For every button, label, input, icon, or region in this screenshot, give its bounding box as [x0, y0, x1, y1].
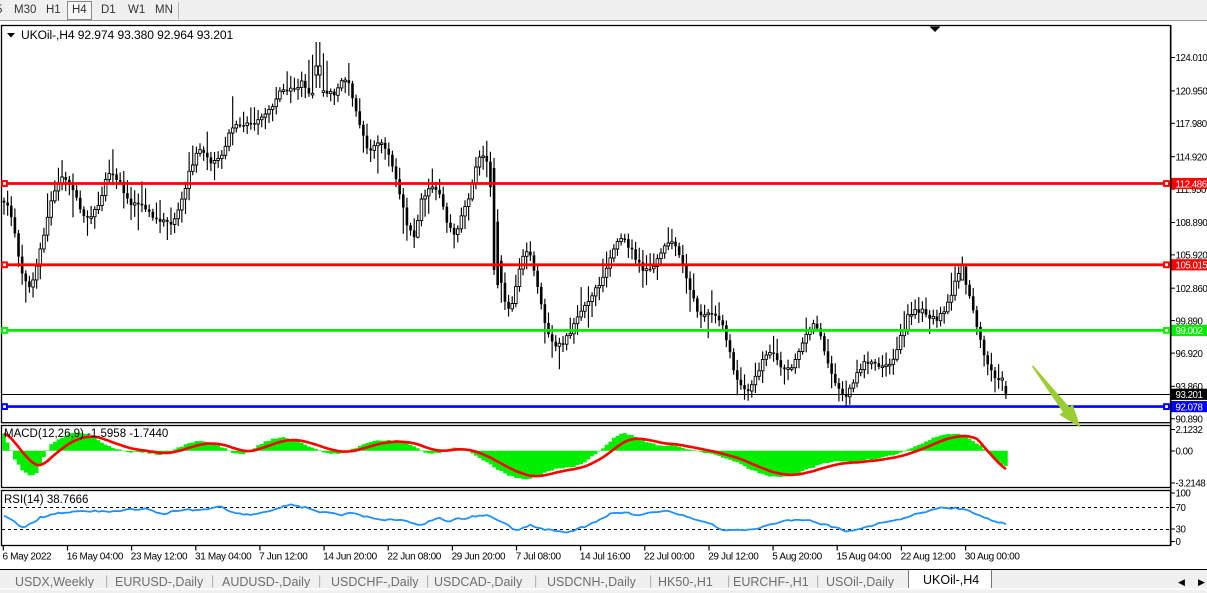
svg-text:29 Jul 12:00: 29 Jul 12:00 — [708, 552, 759, 563]
svg-text:30: 30 — [1176, 525, 1187, 536]
svg-text:22 Aug 12:00: 22 Aug 12:00 — [901, 552, 957, 563]
svg-text:0.00: 0.00 — [1176, 447, 1194, 458]
svg-text:29 Jun 20:00: 29 Jun 20:00 — [452, 552, 506, 563]
svg-text:99.002: 99.002 — [1176, 326, 1203, 337]
svg-text:96.920: 96.920 — [1176, 349, 1204, 360]
svg-text:22 Jul 00:00: 22 Jul 00:00 — [644, 552, 695, 563]
svg-text:30 Aug 00:00: 30 Aug 00:00 — [965, 552, 1021, 563]
svg-text:105.920: 105.920 — [1176, 251, 1207, 262]
svg-text:70: 70 — [1176, 503, 1187, 514]
svg-text:0: 0 — [1176, 537, 1182, 548]
svg-text:UKOil-,H4 92.974 93.380 92.96: UKOil-,H4 92.974 93.380 92.964 93.201 — [21, 28, 234, 42]
svg-text:7 Jun 12:00: 7 Jun 12:00 — [259, 552, 308, 563]
svg-text:22 Jun 08:00: 22 Jun 08:00 — [387, 552, 441, 563]
svg-text:105.015: 105.015 — [1176, 261, 1207, 272]
svg-text:14 Jul 16:00: 14 Jul 16:00 — [580, 552, 631, 563]
svg-text:108.890: 108.890 — [1176, 218, 1207, 229]
svg-text:120.950: 120.950 — [1176, 87, 1207, 98]
svg-text:15 Aug 04:00: 15 Aug 04:00 — [837, 552, 893, 563]
svg-text:92.078: 92.078 — [1176, 402, 1203, 413]
svg-text:6 May 2022: 6 May 2022 — [3, 552, 53, 563]
svg-text:5 Aug 20:00: 5 Aug 20:00 — [772, 552, 822, 563]
svg-text:2.1232: 2.1232 — [1176, 425, 1203, 436]
svg-text:16 May 04:00: 16 May 04:00 — [67, 552, 124, 563]
svg-text:MACD(12,26,9) -1.5958 -1.7440: MACD(12,26,9) -1.5958 -1.7440 — [4, 428, 168, 440]
svg-text:112.486: 112.486 — [1176, 179, 1207, 190]
svg-text:-3.2148: -3.2148 — [1176, 479, 1206, 490]
svg-text:114.920: 114.920 — [1176, 152, 1207, 163]
svg-text:93.201: 93.201 — [1176, 390, 1203, 401]
svg-text:93.860: 93.860 — [1176, 382, 1204, 393]
svg-text:90.890: 90.890 — [1176, 415, 1204, 426]
svg-text:RSI(14) 38.7666: RSI(14) 38.7666 — [4, 494, 88, 506]
svg-text:99.890: 99.890 — [1176, 316, 1204, 327]
svg-text:31 May 04:00: 31 May 04:00 — [195, 552, 252, 563]
svg-text:102.860: 102.860 — [1176, 284, 1207, 295]
svg-text:7 Jul 08:00: 7 Jul 08:00 — [516, 552, 562, 563]
svg-text:111.950: 111.950 — [1176, 185, 1207, 196]
svg-text:117.980: 117.980 — [1176, 119, 1207, 130]
svg-text:100: 100 — [1176, 489, 1192, 500]
svg-text:23 May 12:00: 23 May 12:00 — [131, 552, 188, 563]
svg-text:124.010: 124.010 — [1176, 53, 1207, 64]
svg-text:14 Jun 20:00: 14 Jun 20:00 — [323, 552, 377, 563]
